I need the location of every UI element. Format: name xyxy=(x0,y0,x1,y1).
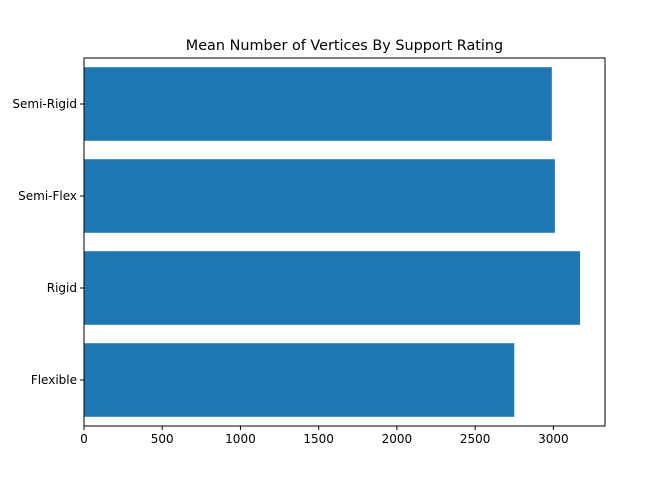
bar-flexible xyxy=(84,343,515,417)
x-tick-label: 0 xyxy=(80,432,88,446)
x-tick-label: 500 xyxy=(151,432,174,446)
y-tick-label: Semi-Rigid xyxy=(12,97,77,111)
x-tick-label: 1500 xyxy=(303,432,334,446)
y-tick-label: Semi-Flex xyxy=(18,189,77,203)
plot-frame xyxy=(83,57,606,427)
bar-semi-rigid xyxy=(84,67,552,141)
x-tick-label: 3000 xyxy=(538,432,569,446)
axes-layer: Flexible Rigid Semi-Flex Semi-Rigid 0 500 1000… xyxy=(12,57,606,446)
bars-layer xyxy=(84,67,580,417)
x-tick-label: 1000 xyxy=(225,432,256,446)
bar-semi-flex xyxy=(84,159,555,233)
x-tick-label: 2500 xyxy=(460,432,491,446)
y-tick-label: Rigid xyxy=(47,281,77,295)
x-tick-label: 2000 xyxy=(382,432,413,446)
bar-rigid xyxy=(84,251,580,325)
y-tick-label: Flexible xyxy=(31,373,77,387)
chart-title: Mean Number of Vertices By Support Ratin… xyxy=(186,38,503,54)
